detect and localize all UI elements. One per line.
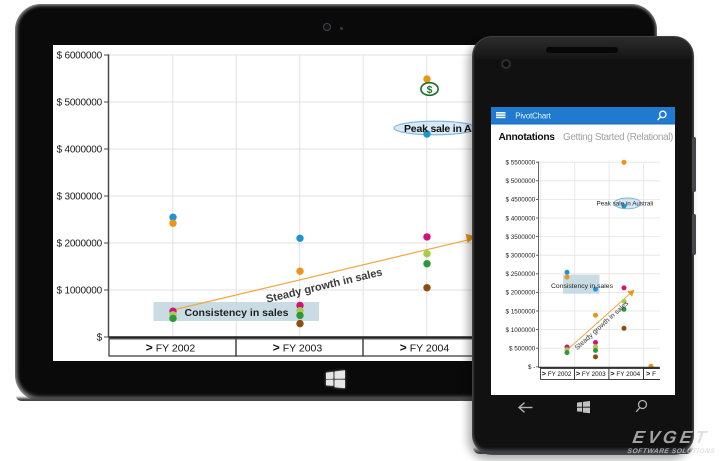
svg-text:$: $ bbox=[97, 333, 103, 344]
svg-text:> FY 2004: > FY 2004 bbox=[610, 369, 640, 378]
svg-text:$ 4000000: $ 4000000 bbox=[57, 145, 103, 156]
svg-text:$ 3500000: $ 3500000 bbox=[506, 234, 536, 241]
svg-text:Consistency in sales: Consistency in sales bbox=[551, 283, 614, 290]
svg-text:$ 500000: $ 500000 bbox=[509, 345, 536, 352]
svg-text:> F: > F bbox=[646, 369, 656, 378]
svg-text:$ 4000000: $ 4000000 bbox=[506, 215, 536, 222]
svg-text:Annotations: Annotations bbox=[499, 132, 556, 143]
svg-text:$ 3000000: $ 3000000 bbox=[506, 252, 536, 259]
svg-text:> FY 2002: > FY 2002 bbox=[542, 369, 572, 378]
svg-text:$ -: $ - bbox=[528, 364, 535, 371]
svg-text:$ 4500000: $ 4500000 bbox=[506, 196, 536, 203]
svg-text:Steady growth in sales: Steady growth in sales bbox=[574, 300, 631, 352]
svg-text:$ 2500000: $ 2500000 bbox=[506, 271, 536, 278]
svg-text:$ 2000000: $ 2000000 bbox=[57, 239, 103, 250]
svg-text:$ 1000000: $ 1000000 bbox=[506, 327, 536, 334]
svg-text:$ 1500000: $ 1500000 bbox=[506, 308, 536, 315]
svg-text:PivotChart: PivotChart bbox=[515, 111, 551, 120]
svg-text:Steady growth in sales: Steady growth in sales bbox=[265, 266, 384, 305]
svg-text:$ 5000000: $ 5000000 bbox=[506, 178, 536, 185]
svg-text:> FY 2003: > FY 2003 bbox=[273, 341, 323, 355]
svg-text:Peak sale in Australi: Peak sale in Australi bbox=[597, 200, 654, 207]
svg-text:$: $ bbox=[427, 84, 433, 96]
svg-text:$ 5000000: $ 5000000 bbox=[57, 98, 103, 109]
svg-text:> FY 2004: > FY 2004 bbox=[400, 341, 450, 355]
svg-text:> FY 2002: > FY 2002 bbox=[146, 341, 196, 355]
svg-text:> FY 2003: > FY 2003 bbox=[576, 369, 606, 378]
svg-text:Getting Started (Relational): Getting Started (Relational) bbox=[563, 132, 673, 143]
svg-text:$ 3000000: $ 3000000 bbox=[57, 192, 103, 203]
svg-text:$ 6000000: $ 6000000 bbox=[57, 51, 103, 62]
svg-text:$ 5500000: $ 5500000 bbox=[506, 159, 536, 166]
svg-text:$ 2000000: $ 2000000 bbox=[506, 289, 536, 296]
svg-text:$ 1000000: $ 1000000 bbox=[57, 286, 103, 297]
svg-text:Consistency in sales: Consistency in sales bbox=[185, 307, 289, 319]
